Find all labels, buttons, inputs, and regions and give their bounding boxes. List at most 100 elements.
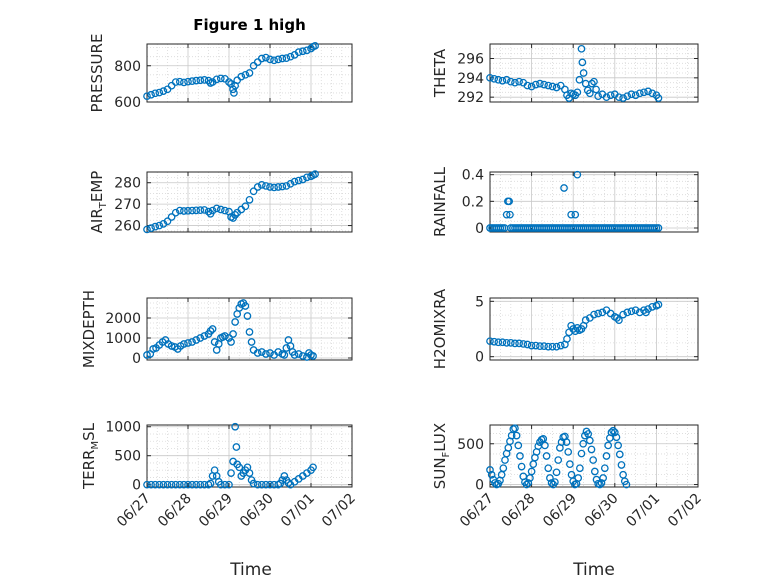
data-point [143, 480, 151, 489]
data-point [602, 452, 611, 460]
y-tick-label: 260 [114, 219, 141, 235]
data-point [560, 184, 568, 192]
subplot-sun_flux: 0 500 06/27 06/28 06/29 06/30 07/01 07/02 SUNFLU… [431, 423, 705, 531]
data-point [556, 341, 565, 350]
data-point [594, 92, 603, 101]
data-point [280, 351, 289, 359]
data-point [262, 480, 270, 489]
y-tick-label: 296 [457, 52, 484, 68]
y-tick-label: 280 [114, 176, 141, 192]
data-point [522, 480, 531, 489]
data-point [506, 338, 515, 347]
data-point [253, 480, 262, 489]
data-point [200, 332, 209, 340]
data-point [151, 222, 160, 231]
data-point [573, 170, 582, 179]
y-label-main: RAINFALL [431, 166, 449, 237]
data-point [604, 441, 612, 450]
data-point [184, 339, 192, 347]
data-point [564, 448, 573, 456]
y-tick-label: 0 [475, 350, 484, 366]
y-label-main: AIR [88, 208, 106, 233]
data-point [245, 69, 254, 77]
data-point [487, 470, 496, 479]
y-tick-label: 0 [475, 478, 484, 494]
data-point [188, 206, 196, 215]
data-point [578, 58, 587, 67]
data-point [635, 89, 644, 98]
data-point [208, 206, 217, 215]
data-point [597, 479, 606, 487]
data-point [253, 349, 262, 357]
series-points [486, 300, 663, 351]
data-point [552, 468, 561, 477]
data-point [576, 464, 584, 473]
data-point [221, 480, 229, 489]
data-point [654, 300, 663, 309]
data-point [511, 339, 519, 348]
data-point [294, 48, 303, 57]
data-point [163, 217, 172, 226]
data-point [192, 336, 201, 344]
series-points [143, 299, 317, 361]
data-point [274, 183, 283, 191]
data-point [171, 78, 180, 86]
data-point [557, 438, 566, 446]
data-point [498, 338, 507, 347]
data-point [298, 47, 307, 56]
data-point [548, 82, 557, 91]
data-point [502, 75, 511, 84]
y-axis-label: TERRMSL [80, 422, 101, 490]
data-point [212, 75, 221, 84]
data-point [587, 445, 596, 454]
data-point [548, 342, 557, 351]
data-point [498, 76, 507, 85]
data-point [143, 92, 151, 101]
data-point [517, 462, 526, 471]
data-point [200, 76, 209, 84]
data-point [278, 182, 287, 191]
data-point [531, 341, 540, 350]
data-point [581, 316, 590, 324]
data-point [167, 480, 176, 489]
data-point [196, 76, 205, 85]
data-point [592, 85, 600, 94]
data-point [540, 342, 548, 351]
series-points [486, 424, 631, 489]
data-point [249, 187, 258, 196]
data-point [231, 211, 239, 219]
x-tick-label: 07/01 [623, 491, 663, 531]
data-point [527, 467, 536, 476]
y-tick-label: 600 [114, 95, 141, 111]
data-point [210, 338, 219, 346]
data-point [515, 77, 523, 86]
data-point [278, 54, 287, 63]
y-label-main: MIXDEPTH [80, 290, 98, 368]
data-point [151, 480, 160, 489]
x-tick-label: 06/30 [237, 491, 277, 531]
data-point [590, 77, 598, 86]
data-point [286, 52, 295, 61]
subplot-h2omixra: 0 5 H2OMIXRA [431, 288, 699, 369]
chart-title: Figure 1 high [193, 16, 306, 34]
y-tick-label: 0.4 [462, 168, 484, 184]
data-point [631, 91, 640, 100]
data-point [266, 183, 274, 191]
data-point [573, 88, 582, 97]
data-point [167, 213, 176, 221]
data-point [147, 224, 155, 232]
y-label-main: SUN [431, 457, 449, 489]
data-point [282, 182, 291, 190]
data-point [245, 328, 254, 336]
series-points [143, 170, 319, 234]
data-point [212, 204, 221, 213]
axes-border [489, 171, 699, 233]
data-point [188, 338, 196, 346]
data-point [563, 335, 571, 343]
data-point [577, 449, 586, 458]
data-point [571, 210, 580, 219]
data-point [623, 308, 632, 317]
data-point [588, 79, 596, 88]
data-point [175, 206, 184, 215]
